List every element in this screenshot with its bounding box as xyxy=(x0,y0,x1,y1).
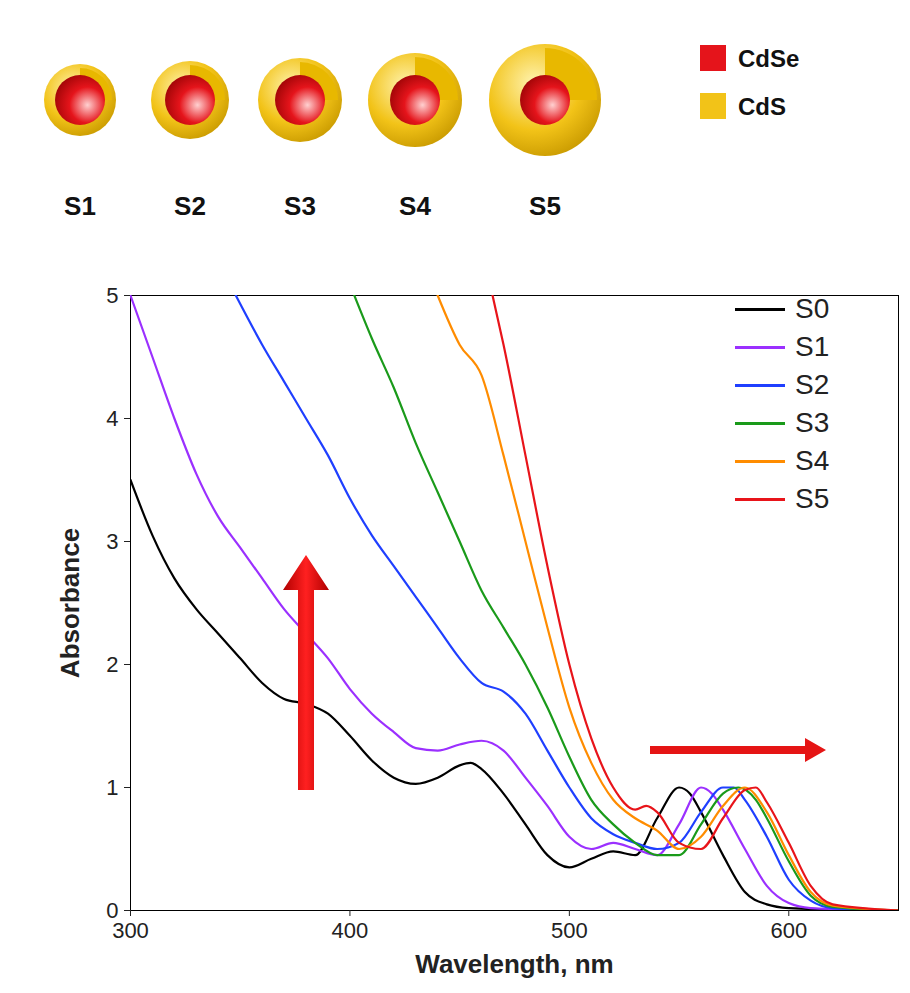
svg-text:2: 2 xyxy=(106,652,118,677)
svg-text:S5: S5 xyxy=(529,191,561,221)
svg-text:1: 1 xyxy=(106,775,118,800)
svg-text:Wavelength, nm: Wavelength, nm xyxy=(415,949,613,979)
svg-text:500: 500 xyxy=(551,918,588,943)
svg-text:S3: S3 xyxy=(284,191,316,221)
svg-text:S4: S4 xyxy=(399,191,431,221)
svg-text:S2: S2 xyxy=(174,191,206,221)
html-text:S2: S2 xyxy=(795,369,830,400)
svg-text:S1: S1 xyxy=(64,191,96,221)
svg-text:3: 3 xyxy=(106,529,118,554)
svg-text:CdS: CdS xyxy=(738,93,786,120)
svg-text:Absorbance: Absorbance xyxy=(55,528,85,678)
html-text:S0: S0 xyxy=(795,293,830,324)
svg-text:5: 5 xyxy=(106,283,118,308)
svg-text:600: 600 xyxy=(770,918,807,943)
html-text:S3: S3 xyxy=(795,407,830,438)
svg-text:0: 0 xyxy=(106,898,118,923)
svg-text:CdSe: CdSe xyxy=(738,45,799,72)
html-text:S5: S5 xyxy=(795,483,830,514)
html-text:S4: S4 xyxy=(795,445,830,476)
html-text:S1: S1 xyxy=(795,331,830,362)
svg-text:400: 400 xyxy=(332,918,369,943)
svg-text:4: 4 xyxy=(106,406,118,431)
svg-text:300: 300 xyxy=(112,918,149,944)
